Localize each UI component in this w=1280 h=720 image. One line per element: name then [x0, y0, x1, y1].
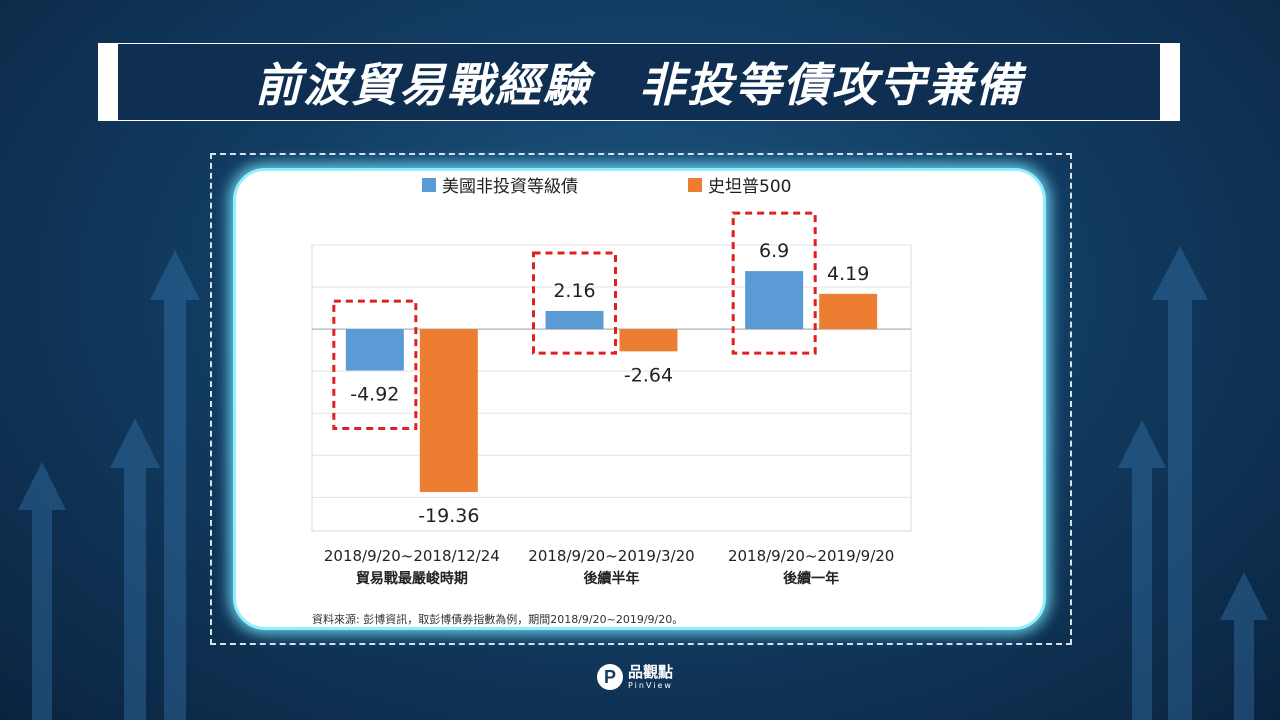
- legend-label-sp500: 史坦普500: [708, 177, 791, 197]
- highlight-box-2: [532, 251, 617, 355]
- data-label-sp500-3: 4.19: [827, 263, 869, 285]
- data-label-sp500-1: -19.36: [418, 505, 479, 527]
- bar-sp500-3: [819, 293, 878, 330]
- dashed-frame: [210, 153, 1072, 645]
- category-label-1-line-2: 貿易戰最嚴峻時期: [356, 570, 468, 587]
- pinview-logo: P 品觀點 PinView: [597, 664, 673, 690]
- category-label-2-line-2: 後續半年: [584, 570, 640, 587]
- legend-swatch-sp500: [688, 178, 702, 192]
- plot-area: [311, 244, 912, 532]
- category-label-3-line-2: 後續一年: [783, 570, 839, 587]
- data-label-high-yield-3: 6.9: [759, 240, 789, 262]
- bar-sp500-1: [419, 329, 478, 492]
- logo-sub: PinView: [628, 680, 673, 690]
- bar-high-yield-1: [345, 329, 404, 371]
- data-label-high-yield-1: -4.92: [350, 384, 399, 406]
- category-label-2-line-1: 2018/9/20~2019/3/20: [528, 547, 694, 565]
- bar-high-yield-2: [545, 310, 604, 330]
- legend-label-high-yield: 美國非投資等級債: [442, 177, 578, 197]
- category-label-3-line-1: 2018/9/20~2019/9/20: [728, 547, 894, 565]
- pinview-p-logo-icon: P: [597, 664, 623, 690]
- title-banner: 前波貿易戰經驗 非投等債攻守兼備: [98, 43, 1180, 121]
- category-label-1-line-1: 2018/9/20~2018/12/24: [324, 547, 500, 565]
- bar-high-yield-3: [745, 271, 804, 330]
- highlight-box-3: [731, 211, 817, 355]
- logo-name: 品觀點: [628, 662, 674, 681]
- data-label-high-yield-2: 2.16: [553, 280, 595, 302]
- page-title: 前波貿易戰經驗 非投等債攻守兼備: [255, 58, 1023, 112]
- legend-swatch-high-yield: [422, 178, 436, 192]
- highlight-box-1: [332, 299, 418, 431]
- source-note: 資料來源: 彭博資訊，取彭博債券指數為例，期間2018/9/20~2019/9/…: [312, 613, 684, 626]
- data-label-sp500-2: -2.64: [624, 364, 673, 386]
- bar-sp500-2: [619, 329, 678, 352]
